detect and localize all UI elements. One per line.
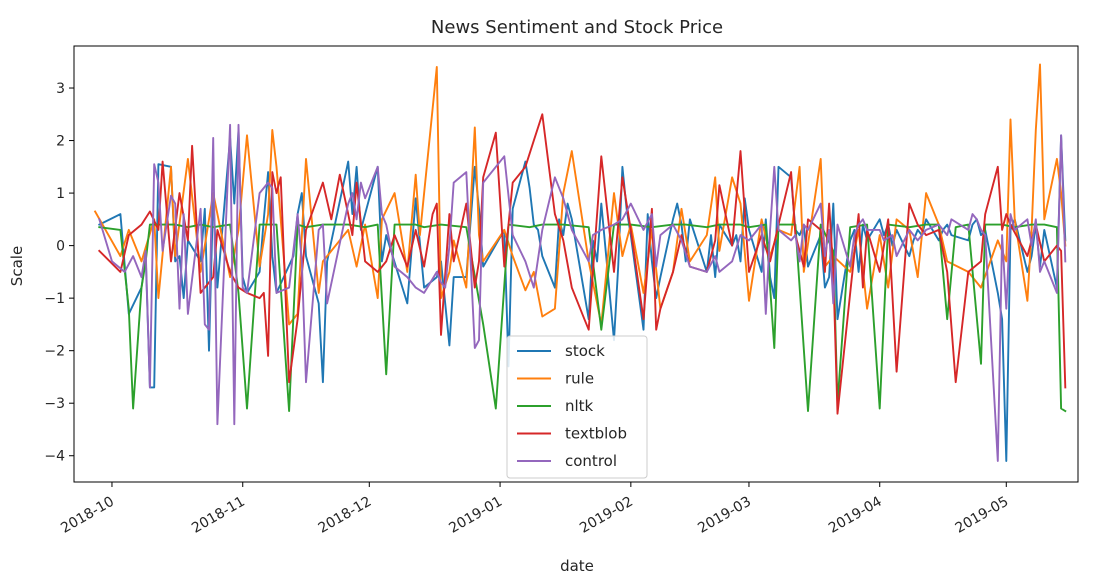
legend-label-textblob: textblob: [565, 425, 627, 443]
legend-label-nltk: nltk: [565, 397, 594, 415]
x-tick-label: 2018-10: [58, 494, 117, 537]
plot-lines: [93, 63, 1067, 462]
series-line-control: [98, 123, 1067, 462]
legend-box: [506, 335, 648, 479]
y-tick-label: 1: [56, 186, 65, 202]
y-axis-title: Scale: [8, 246, 26, 286]
legend: stock rule nltk textblob control: [506, 335, 648, 479]
legend-label-stock: stock: [565, 342, 605, 360]
y-tick-label: −2: [44, 344, 65, 360]
x-tick-label: 2019-01: [446, 494, 505, 537]
y-axis: −4 −3 −2 −1 0 1 2 3: [44, 81, 74, 465]
x-axis: 2018-10 2018-11 2018-12 2019-01 2019-02 2019-…: [58, 482, 1011, 537]
x-tick-label: 2018-12: [316, 494, 375, 537]
chart-title: News Sentiment and Stock Price: [431, 17, 723, 38]
plot-frame: [73, 45, 1079, 483]
x-tick-label: 2018-11: [189, 494, 248, 537]
y-tick-label: 3: [56, 81, 65, 97]
y-tick-label: 0: [56, 239, 65, 255]
y-tick-label: −4: [44, 449, 65, 465]
legend-label-control: control: [565, 452, 617, 470]
x-axis-title: date: [560, 557, 594, 575]
y-tick-label: 2: [56, 134, 65, 150]
x-tick-label: 2019-05: [953, 494, 1012, 537]
y-tick-label: −3: [44, 396, 65, 412]
y-tick-label: −1: [44, 291, 65, 307]
legend-label-rule: rule: [565, 370, 594, 388]
series-line-textblob: [97, 113, 1067, 415]
x-tick-label: 2019-04: [826, 494, 885, 537]
x-tick-label: 2019-02: [577, 494, 636, 537]
x-tick-label: 2019-03: [695, 494, 754, 537]
